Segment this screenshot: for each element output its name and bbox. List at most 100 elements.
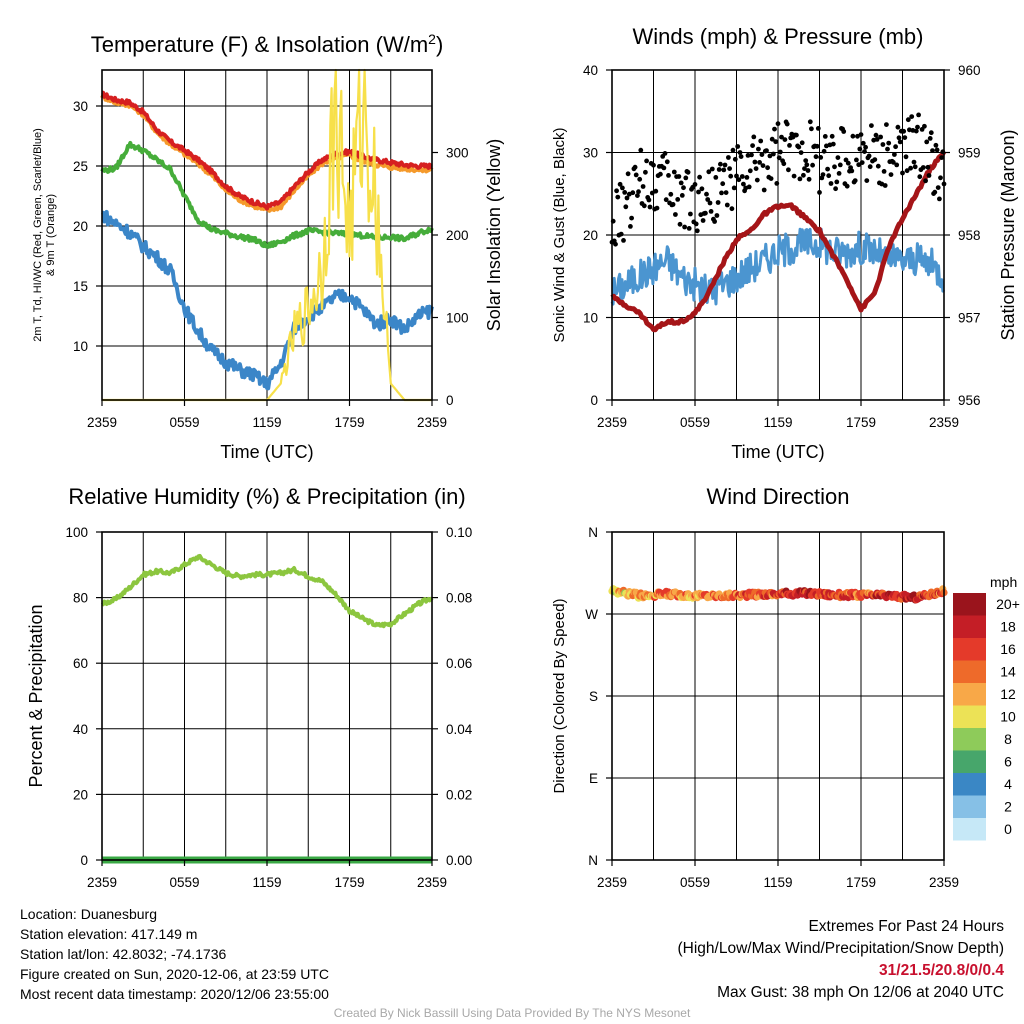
gust-point <box>915 124 920 130</box>
gust-point <box>892 152 897 157</box>
gust-point <box>688 211 693 217</box>
legend-label: 16 <box>1000 641 1016 657</box>
y-tick-label: 40 <box>583 63 598 78</box>
legend-title: mph <box>990 574 1017 590</box>
gust-point <box>722 162 728 168</box>
gust-point <box>869 123 874 128</box>
gust-point <box>882 183 888 188</box>
legend-swatch <box>953 818 986 841</box>
gust-point <box>926 173 932 178</box>
gust-point <box>771 151 776 157</box>
gust-point <box>875 163 881 169</box>
gust-point <box>911 159 917 165</box>
x-tick-label: 2359 <box>87 875 117 890</box>
gust-point <box>637 176 643 182</box>
gust-point <box>913 128 919 134</box>
y-tick-label: 15 <box>73 279 88 294</box>
gust-point <box>923 178 928 184</box>
extremes-subheading: (High/Low/Max Wind/Precipitation/Snow De… <box>677 940 1005 957</box>
gust-point <box>832 164 837 170</box>
gust-point <box>734 173 739 179</box>
humidity-ylabel: Percent & Precipitation <box>26 604 46 787</box>
gust-point <box>618 231 624 237</box>
y-tick-label: N <box>588 525 598 540</box>
gust-point <box>902 135 908 141</box>
gust-point <box>677 221 683 227</box>
gust-point <box>681 185 686 191</box>
y-tick-label: 20 <box>73 787 88 802</box>
gust-point <box>791 173 797 179</box>
direction-title: Wind Direction <box>706 484 849 509</box>
gust-point <box>760 163 766 169</box>
gust-point <box>747 168 753 174</box>
legend-label: 0 <box>1004 821 1012 837</box>
x-tick-label: 1159 <box>763 875 792 890</box>
y-tick-label: 60 <box>73 656 88 671</box>
gust-point <box>729 206 735 212</box>
wind-line <box>610 227 946 306</box>
gust-point <box>895 124 901 130</box>
gust-point <box>888 172 894 178</box>
legend-swatch <box>953 615 986 638</box>
y-tick-label: 20 <box>583 228 598 243</box>
y-tick-label: S <box>589 689 598 704</box>
gust-point <box>658 171 663 177</box>
gust-point <box>613 241 618 247</box>
gust-point <box>806 176 812 182</box>
gust-point <box>714 213 720 218</box>
gust-point <box>712 219 717 224</box>
x-tick-label: 0559 <box>680 875 710 890</box>
gust-point <box>786 167 791 173</box>
y-right-tick-label: 956 <box>958 393 981 408</box>
gust-point <box>636 189 641 195</box>
gust-point <box>716 167 722 172</box>
gust-point <box>845 160 851 166</box>
gust-point <box>704 191 709 197</box>
gust-point <box>799 140 805 146</box>
legend-swatch <box>953 638 986 661</box>
gust-point <box>885 146 890 152</box>
gust-point <box>933 142 939 148</box>
gust-point <box>745 153 751 158</box>
gust-point <box>622 190 628 195</box>
legend-swatch <box>953 683 986 706</box>
gust-point <box>849 168 855 174</box>
gust-point <box>723 190 729 196</box>
x-tick-label: 0559 <box>169 875 199 890</box>
gust-point <box>797 176 803 182</box>
gust-point <box>900 170 905 176</box>
gust-point <box>699 186 705 192</box>
gust-point <box>663 197 669 203</box>
gust-point <box>678 180 684 186</box>
gust-point <box>623 204 629 210</box>
gust-point <box>866 153 872 159</box>
legend-label: 6 <box>1004 754 1012 770</box>
gust-point <box>909 114 915 119</box>
gust-point <box>769 136 775 142</box>
gust-point <box>917 174 923 180</box>
gust-point <box>746 184 752 190</box>
gust-point <box>756 146 761 152</box>
y-right-tick-label: 960 <box>958 63 981 78</box>
gust-point <box>719 190 724 196</box>
gust-point <box>730 147 736 153</box>
gust-point <box>692 182 698 187</box>
gust-point <box>932 189 938 195</box>
gust-point <box>817 190 822 195</box>
gust-point <box>727 166 732 172</box>
gust-point <box>726 155 731 160</box>
gust-point <box>736 177 742 183</box>
gust-point <box>901 128 907 134</box>
gust-point <box>751 134 757 140</box>
gust-point <box>633 172 639 178</box>
gust-point <box>872 157 878 163</box>
gust-point <box>776 155 782 161</box>
gust-point <box>666 173 671 178</box>
gust-point <box>728 173 734 179</box>
x-tick-label: 0559 <box>680 415 710 430</box>
pressure-line <box>610 150 947 333</box>
gust-point <box>798 150 804 156</box>
gust-point <box>624 195 630 201</box>
gust-point <box>741 181 746 187</box>
gust-point <box>903 154 909 160</box>
